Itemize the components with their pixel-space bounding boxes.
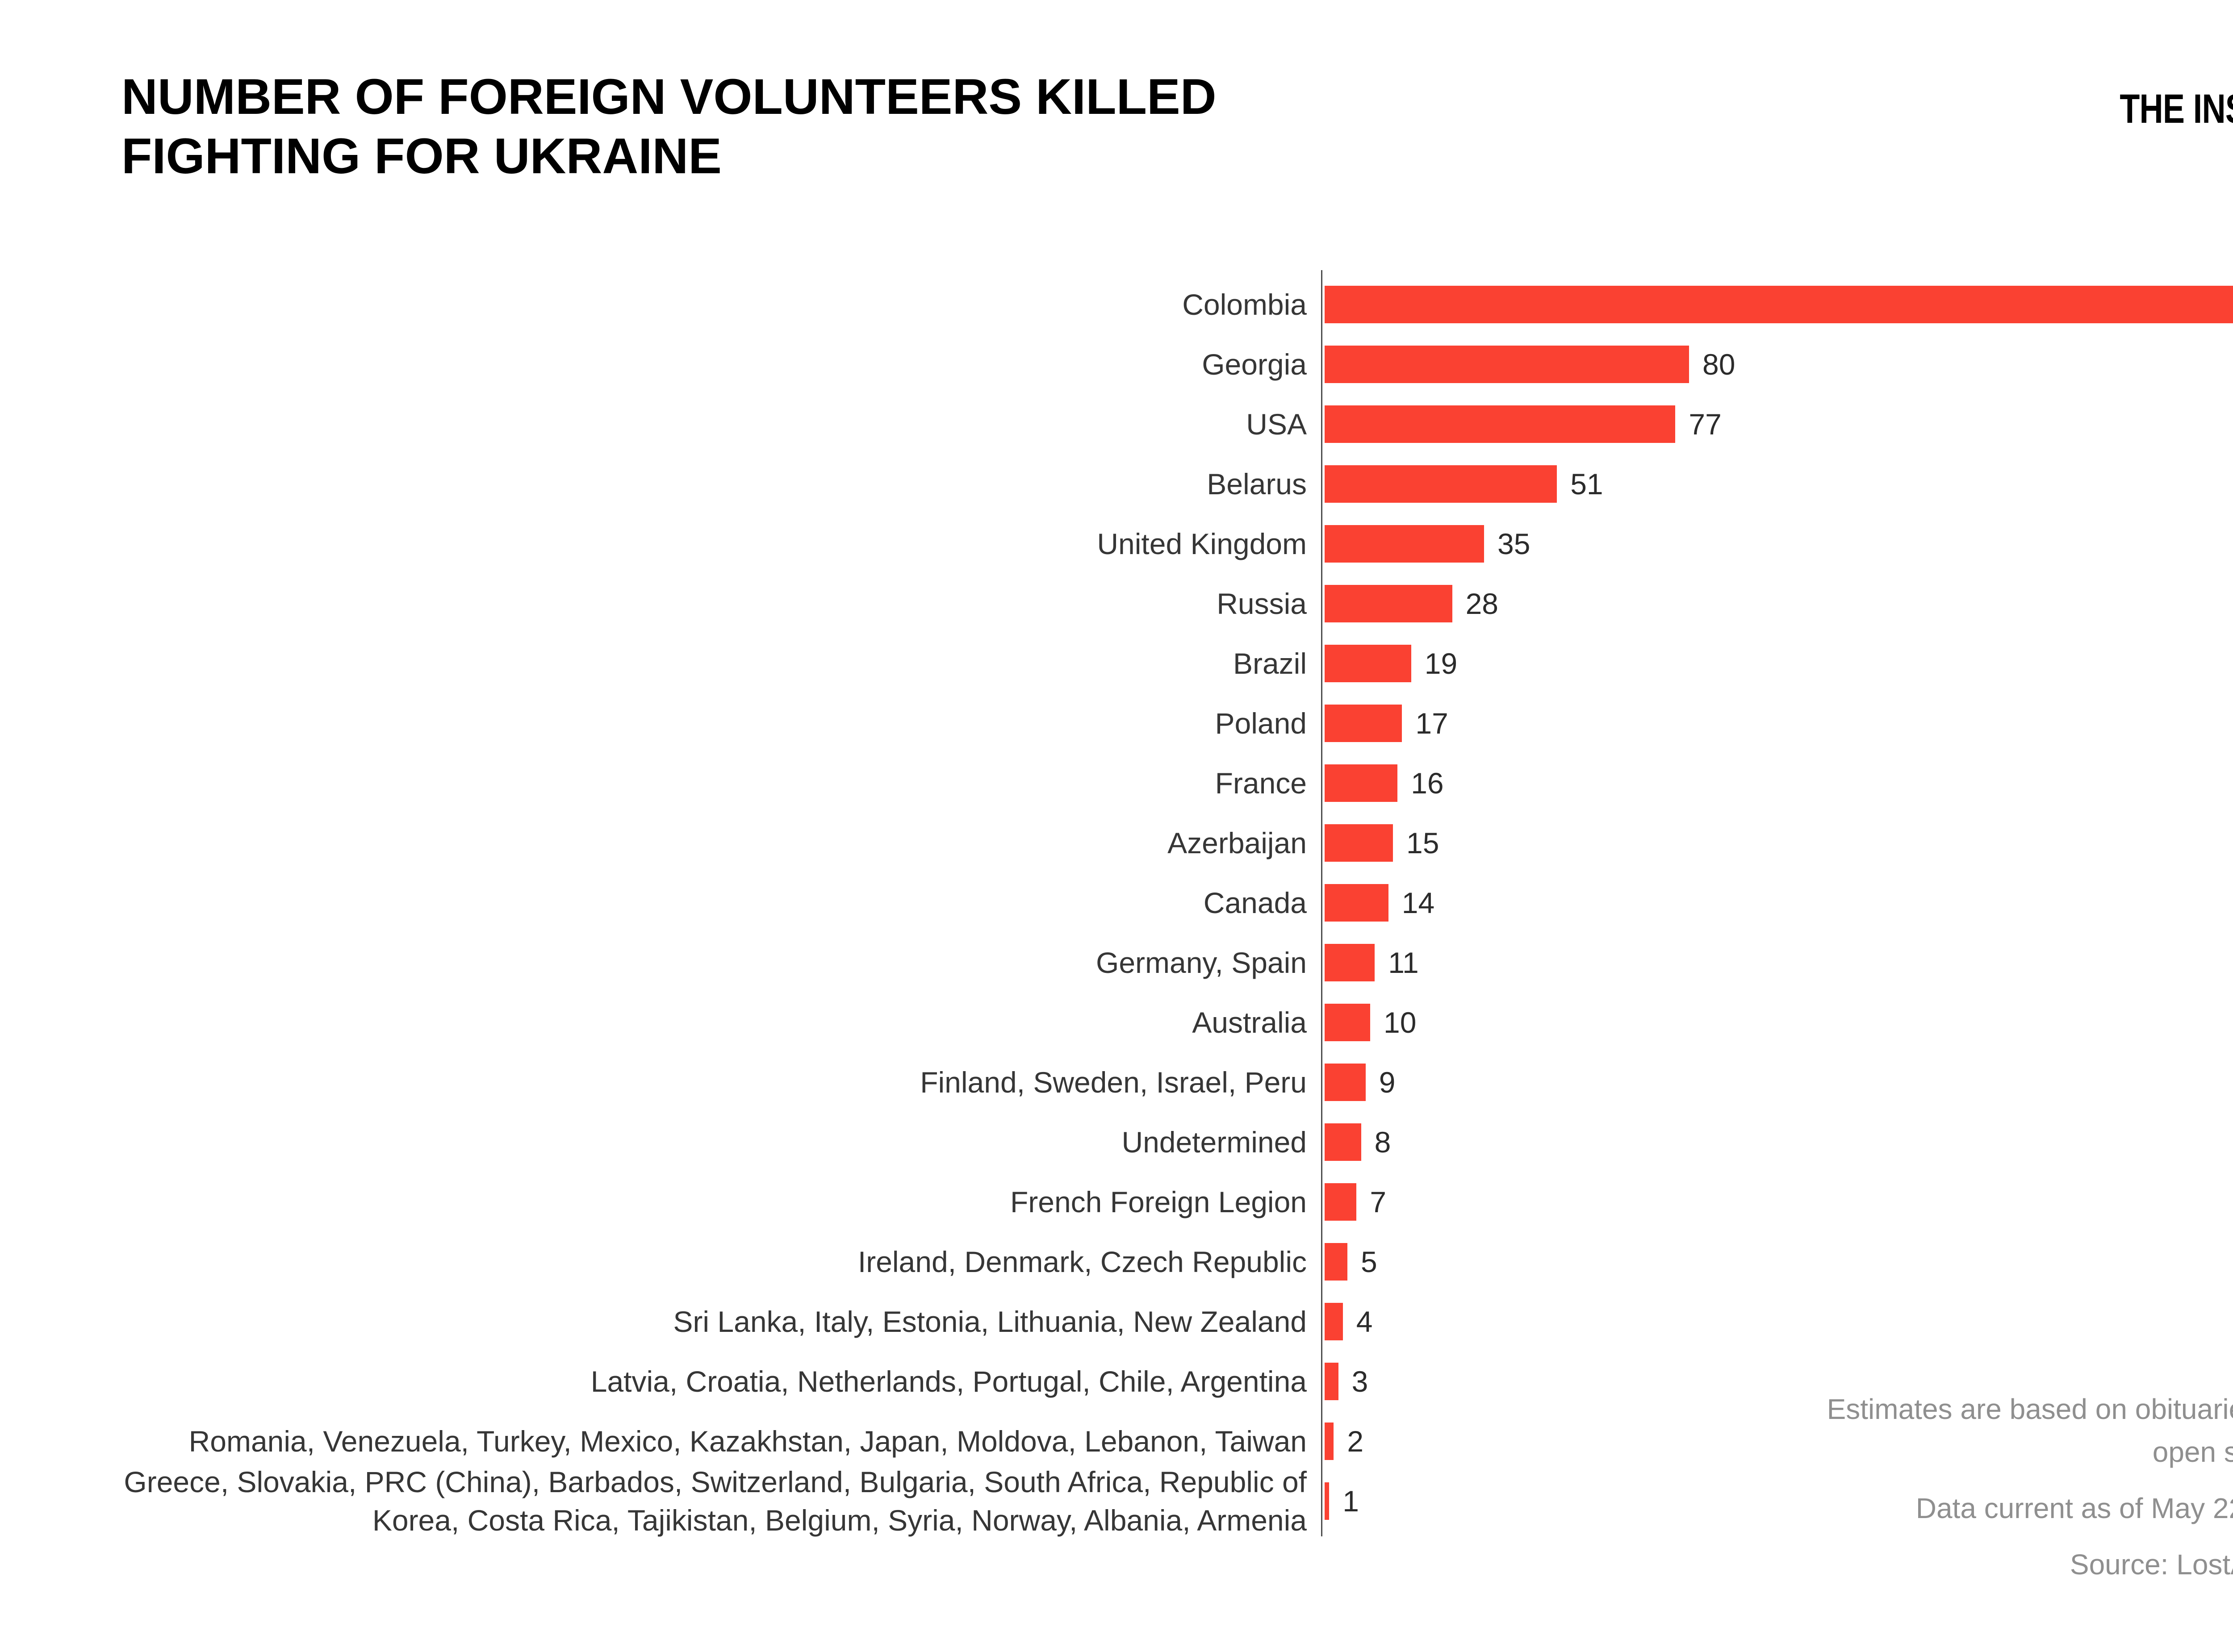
bar [1325,1004,1370,1041]
category-label: Georgia [1202,348,1307,381]
value-label: 14 [1401,886,1435,919]
chart-row: Russia 28 [0,574,2233,634]
value-label: 8 [1374,1126,1391,1159]
chart-row: Brazil 19 [0,634,2233,693]
chart-row: France 16 [0,753,2233,813]
category-label: Romania, Venezuela, Turkey, Mexico, Kaza… [188,1425,1307,1458]
chart-row: Canada 14 [0,873,2233,933]
bar [1325,1243,1347,1281]
value-label: 28 [1465,587,1499,620]
chart-row: Germany, Spain 11 [0,933,2233,993]
source-note: Source: LostArmour [2070,1548,2233,1581]
chart-row: Australia 10 [0,993,2233,1052]
chart-row: Poland 17 [0,693,2233,753]
value-label: 9 [1379,1066,1396,1099]
bar [1325,1363,1338,1400]
the-insider-logo: THE INSIDER [2120,86,2233,132]
value-label: 5 [1361,1245,1377,1278]
category-label: USA [1246,408,1307,441]
bar [1325,405,1676,443]
category-label: Ireland, Denmark, Czech Republic [857,1245,1307,1278]
bar [1325,884,1388,922]
chart-row: Azerbaijan 15 [0,813,2233,873]
bar [1325,465,1557,503]
category-label: Russia [1217,587,1307,620]
chart-row: Undetermined 8 [0,1112,2233,1172]
footnotes: Estimates are based on obituaries from o… [1802,1388,2233,1586]
bar [1325,1064,1366,1101]
chart-row: United Kingdom 35 [0,514,2233,574]
bar [1325,525,1484,563]
chart-row: Sri Lanka, Italy, Estonia, Lithuania, Ne… [0,1292,2233,1352]
chart-row: Georgia 80 [0,334,2233,394]
bar [1325,585,1452,622]
category-label: Azerbaijan [1167,826,1307,859]
value-label: 16 [1411,767,1444,800]
value-label: 11 [1388,946,1419,979]
category-label: Latvia, Croatia, Netherlands, Portugal, … [590,1365,1307,1398]
category-label: Germany, Spain [1096,946,1307,979]
bar [1325,1183,1357,1221]
value-label: 15 [1406,826,1439,859]
value-label: 35 [1497,527,1530,560]
value-label: 77 [1689,408,1722,441]
bar [1325,944,1375,981]
chart-row: Finland, Sweden, Israel, Peru 9 [0,1052,2233,1112]
category-label: Poland [1215,707,1307,740]
bar [1325,1303,1343,1340]
value-label: 4 [1356,1305,1373,1338]
category-label: Greece, Slovakia, PRC (China), Barbados,… [124,1465,1307,1537]
data-currency-note: Data current as of May 22, 2025 [1915,1492,2233,1524]
bar [1325,764,1398,802]
bar [1325,1423,1334,1460]
category-label: Belarus [1207,467,1307,501]
chart-row: Romania, Venezuela, Turkey, Mexico, Kaza… [0,1411,2233,1471]
bar [1325,346,1689,383]
category-label: Colombia [1182,288,1307,321]
value-label: 3 [1351,1365,1368,1398]
bar [1325,824,1393,862]
value-label: 19 [1424,647,1458,680]
chart-row: Greece, Slovakia, PRC (China), Barbados,… [0,1465,2233,1537]
methodology-note: Estimates are based on obituaries from o… [1827,1393,2233,1468]
value-label: 10 [1384,1006,1417,1039]
value-label: 2 [1347,1425,1364,1458]
bar [1325,645,1411,682]
chart-row: Latvia, Croatia, Netherlands, Portugal, … [0,1352,2233,1411]
category-label: Undetermined [1121,1126,1307,1159]
value-label: 1 [1342,1485,1359,1518]
value-label: 7 [1370,1185,1387,1218]
category-label: France [1215,767,1307,800]
chart-row: USA 77 [0,394,2233,454]
value-label: 80 [1702,348,1735,381]
chart-row: Ireland, Denmark, Czech Republic 5 [0,1232,2233,1292]
category-label: Finland, Sweden, Israel, Peru [920,1066,1307,1099]
bar [1325,286,2233,323]
category-label: Sri Lanka, Italy, Estonia, Lithuania, Ne… [673,1305,1307,1338]
value-label: 51 [1570,467,1603,501]
value-label: 17 [1415,707,1448,740]
category-label: United Kingdom [1097,527,1307,560]
bar [1325,1123,1361,1161]
category-label: Canada [1203,886,1307,919]
category-label: Brazil [1233,647,1307,680]
y-axis-line [1321,270,1322,1536]
page-title: NUMBER OF FOREIGN VOLUNTEERS KILLED FIGH… [121,69,1217,184]
category-label: Australia [1192,1006,1307,1039]
bar-chart: Colombia209Georgia80USA77Belarus51United… [0,270,2233,1537]
chart-row: French Foreign Legion 7 [0,1172,2233,1232]
category-label: French Foreign Legion [1010,1185,1307,1218]
bar [1325,1482,1330,1520]
bar [1325,705,1402,742]
chart-row: Belarus 51 [0,454,2233,514]
chart-row: Colombia209 [0,275,2233,334]
